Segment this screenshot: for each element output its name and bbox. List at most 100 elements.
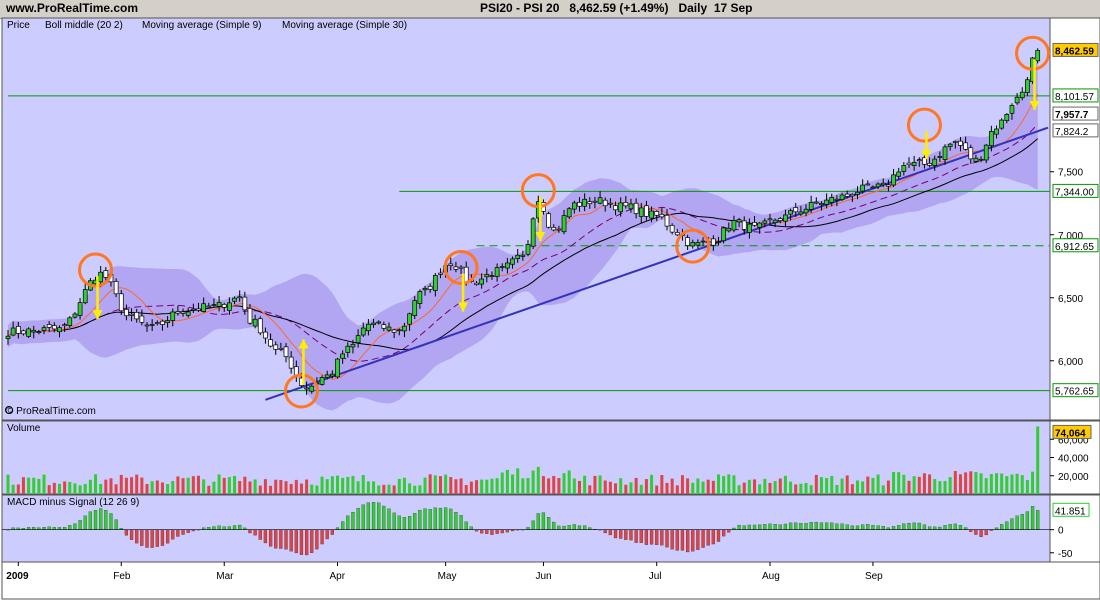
candle-body xyxy=(185,311,191,316)
volume-bar xyxy=(881,485,885,494)
candle-body xyxy=(489,275,495,278)
volume-bar xyxy=(397,478,401,494)
macd-bar xyxy=(778,524,782,530)
candle-body xyxy=(31,329,37,333)
macd-bar xyxy=(727,529,731,533)
volume-bar xyxy=(366,481,370,494)
candle-body xyxy=(762,220,768,224)
macd-bar xyxy=(835,523,839,530)
macd-bar xyxy=(902,523,906,530)
macd-tick-label: 0 xyxy=(1058,526,1064,537)
candle-body xyxy=(556,228,562,231)
volume-bar xyxy=(68,481,72,494)
annotation-circle-1 xyxy=(283,373,319,409)
candle-body xyxy=(227,302,232,311)
volume-bar xyxy=(150,481,154,494)
watermark-icon xyxy=(5,406,13,414)
macd-bar xyxy=(310,529,314,553)
candle-body xyxy=(582,198,587,207)
candle-body xyxy=(963,142,968,150)
candle-body xyxy=(448,263,454,266)
macd-bar xyxy=(758,524,762,530)
macd-bar xyxy=(747,524,751,530)
macd-bar xyxy=(655,529,659,545)
volume-bar xyxy=(196,475,200,494)
candle-body xyxy=(644,205,649,217)
volume-bar xyxy=(243,476,247,494)
candle-body xyxy=(916,159,922,162)
macd-bar xyxy=(531,520,535,530)
macd-bar xyxy=(160,529,165,546)
macd-bar xyxy=(1020,514,1024,530)
macd-bar xyxy=(145,529,149,548)
macd-bar xyxy=(114,519,118,530)
volume-bar xyxy=(572,478,576,494)
volume-bar xyxy=(392,485,396,494)
volume-bar xyxy=(320,476,324,494)
macd-bar xyxy=(490,529,494,535)
candle-body xyxy=(690,242,696,247)
candle-body xyxy=(170,311,176,321)
volume-bar xyxy=(227,477,231,494)
macd-bar xyxy=(52,527,56,530)
boll-middle-line xyxy=(7,123,1039,362)
macd-bar xyxy=(938,526,942,530)
volume-bar xyxy=(495,478,499,494)
volume-bar xyxy=(1020,475,1024,494)
macd-bar xyxy=(814,521,818,530)
macd-bar xyxy=(73,523,77,530)
volume-bar xyxy=(783,475,787,494)
volume-bar xyxy=(37,478,41,494)
macd-bar xyxy=(330,529,334,535)
candle-body xyxy=(994,128,999,135)
volume-bar xyxy=(1010,474,1014,494)
candle-body xyxy=(149,324,155,326)
volume-bar xyxy=(1025,480,1029,494)
annotation-arrowhead-2 xyxy=(535,232,546,242)
candle-body xyxy=(613,205,618,211)
volume-bar xyxy=(876,474,880,494)
volume-bar xyxy=(742,482,746,494)
candle-body xyxy=(160,320,165,325)
candle-body xyxy=(757,222,763,228)
annotation-circle-2 xyxy=(520,173,556,209)
volume-bar xyxy=(933,479,937,494)
volume-bar xyxy=(619,478,623,494)
candle-body xyxy=(577,202,582,207)
macd-bar xyxy=(454,512,458,530)
candle-body xyxy=(710,238,716,246)
volume-bar xyxy=(47,485,51,494)
volume-bar xyxy=(691,482,695,494)
volume-bar xyxy=(21,477,25,494)
candle-body xyxy=(458,266,464,269)
candle-body xyxy=(788,210,793,215)
candle-body xyxy=(834,198,840,201)
macd-bar xyxy=(166,529,170,544)
macd-bar xyxy=(305,529,309,556)
candle-body xyxy=(515,254,521,259)
macd-bar xyxy=(572,524,576,530)
volume-bar xyxy=(284,481,288,494)
candle-body xyxy=(499,266,505,268)
candle-body xyxy=(154,322,160,324)
volume-bar xyxy=(387,484,391,494)
macd-bar xyxy=(351,511,355,530)
volume-bar xyxy=(557,478,561,494)
volume-bar xyxy=(531,470,535,494)
candle-body xyxy=(62,324,67,327)
candle-body xyxy=(669,224,675,233)
macd-bar xyxy=(212,526,216,530)
volume-bar xyxy=(840,478,844,494)
macd-bar xyxy=(407,516,412,530)
macd-bar xyxy=(649,529,654,545)
volume-bar xyxy=(408,483,412,494)
macd-bar xyxy=(583,525,587,530)
volume-bar xyxy=(135,474,139,494)
candle-body xyxy=(51,325,57,330)
volume-bar xyxy=(835,484,839,494)
macd-bar xyxy=(536,513,540,530)
macd-bar xyxy=(706,529,710,546)
candle-body xyxy=(201,303,206,312)
volume-bar xyxy=(732,475,736,494)
